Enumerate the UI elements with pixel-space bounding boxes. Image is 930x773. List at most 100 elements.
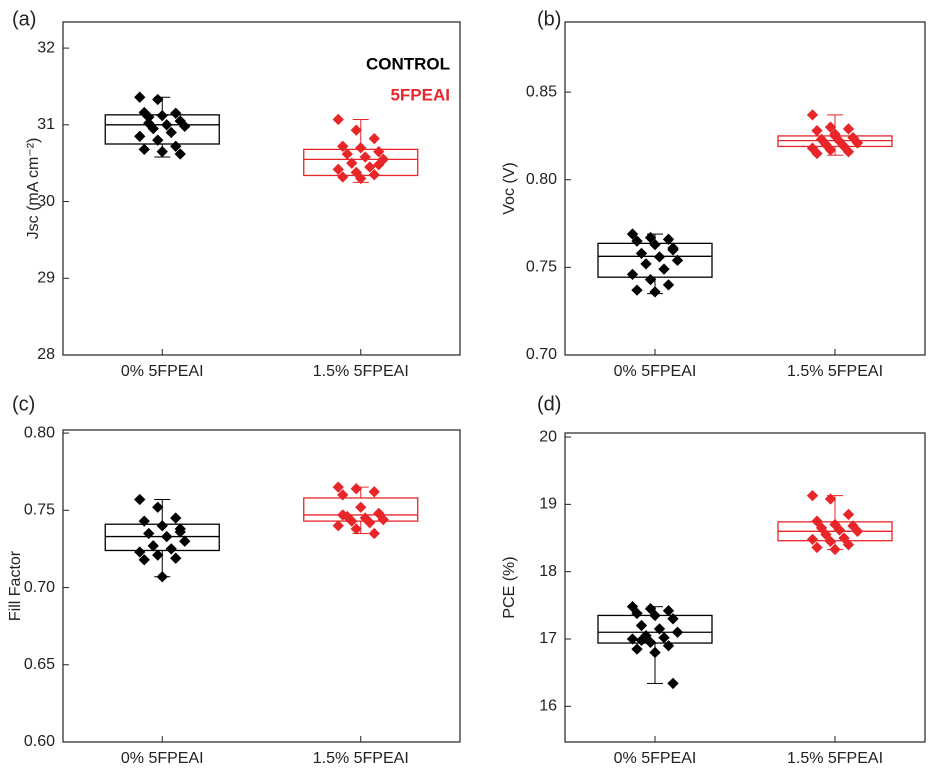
- y-tick-label: 28: [37, 346, 55, 363]
- data-point: [649, 609, 661, 622]
- data-point: [644, 636, 657, 649]
- data-point: [341, 148, 353, 160]
- data-point: [337, 509, 349, 521]
- data-point: [671, 254, 684, 267]
- y-tick-label: 0.65: [24, 656, 55, 673]
- data-point: [346, 515, 358, 527]
- data-point: [337, 140, 349, 152]
- y-tick-label: 31: [37, 116, 55, 133]
- data-point: [824, 493, 837, 505]
- data-point: [138, 143, 150, 156]
- data-point: [350, 523, 362, 535]
- data-point: [156, 520, 168, 532]
- x-tick-label: 1.5% 5FPEAI: [313, 363, 409, 380]
- data-point: [658, 631, 670, 644]
- data-point: [161, 530, 173, 543]
- data-point: [806, 109, 819, 121]
- y-axis-label: PCE (%): [501, 556, 518, 618]
- y-tick-label: 17: [539, 630, 557, 647]
- data-point: [851, 525, 864, 537]
- data-point: [174, 526, 186, 538]
- data-point: [355, 142, 367, 154]
- data-point: [667, 677, 679, 690]
- data-point: [806, 489, 819, 502]
- data-point: [649, 238, 661, 251]
- y-axis-label: Fill Factor: [7, 550, 24, 621]
- data-point: [626, 633, 639, 645]
- y-axis-label: Jsc (mA cm⁻²): [25, 138, 42, 240]
- data-point: [649, 286, 661, 298]
- data-point: [179, 535, 191, 547]
- data-point: [368, 527, 380, 540]
- data-point: [829, 130, 841, 142]
- data-point: [662, 233, 675, 245]
- data-point: [662, 605, 675, 617]
- data-point: [653, 251, 666, 263]
- data-point: [829, 543, 841, 556]
- data-point: [364, 517, 376, 529]
- plot-frame: [62, 21, 461, 356]
- data-point: [147, 122, 159, 135]
- panel-label: (d): [537, 393, 561, 415]
- data-point: [332, 481, 344, 493]
- x-tick-label: 0% 5FPEAI: [614, 750, 697, 767]
- y-tick-label: 0.80: [24, 424, 55, 441]
- y-tick-label: 18: [539, 563, 557, 580]
- data-point: [631, 284, 643, 296]
- y-tick-label: 16: [539, 698, 557, 715]
- data-point: [662, 640, 675, 652]
- y-tick-label: 0.70: [24, 579, 55, 596]
- data-point: [134, 130, 146, 142]
- data-point: [833, 524, 846, 536]
- data-point: [667, 244, 679, 256]
- panel-label: (c): [12, 393, 35, 415]
- data-point: [377, 513, 389, 526]
- data-point: [631, 235, 643, 247]
- x-tick-label: 1.5% 5FPEAI: [787, 363, 883, 380]
- y-tick-label: 30: [37, 193, 55, 210]
- data-point: [174, 148, 186, 160]
- data-point: [842, 146, 855, 158]
- data-point: [143, 527, 155, 540]
- legend-entry: 5FPEAI: [390, 85, 450, 104]
- data-point: [653, 623, 666, 635]
- data-point: [626, 268, 639, 281]
- data-point: [152, 93, 164, 106]
- data-point: [138, 554, 150, 566]
- data-point: [631, 643, 643, 655]
- data-point: [134, 91, 146, 103]
- data-point: [373, 159, 385, 171]
- data-point: [811, 147, 823, 160]
- y-tick-label: 0.70: [526, 346, 557, 363]
- data-point: [350, 124, 362, 136]
- data-point: [635, 619, 648, 632]
- data-point: [332, 113, 344, 126]
- panel-label: (a): [12, 8, 36, 30]
- data-point: [156, 109, 168, 122]
- data-point: [851, 137, 864, 149]
- data-point: [147, 540, 159, 552]
- y-tick-label: 20: [539, 428, 557, 445]
- data-point: [332, 163, 344, 175]
- data-point: [806, 533, 819, 546]
- data-point: [644, 231, 657, 244]
- data-point: [359, 151, 371, 163]
- y-tick-label: 19: [539, 496, 557, 513]
- data-point: [134, 546, 146, 558]
- data-point: [332, 520, 344, 532]
- data-point: [824, 144, 837, 156]
- data-point: [631, 607, 643, 620]
- data-point: [170, 140, 182, 152]
- data-point: [811, 541, 823, 554]
- x-tick-label: 0% 5FPEAI: [121, 750, 204, 767]
- x-tick-label: 0% 5FPEAI: [121, 363, 204, 380]
- data-point: [350, 483, 362, 495]
- data-point: [152, 549, 164, 561]
- data-point: [134, 493, 146, 506]
- data-point: [626, 228, 639, 240]
- box: [303, 497, 419, 522]
- data-point: [649, 646, 661, 659]
- data-point: [152, 501, 164, 513]
- data-point: [671, 626, 684, 638]
